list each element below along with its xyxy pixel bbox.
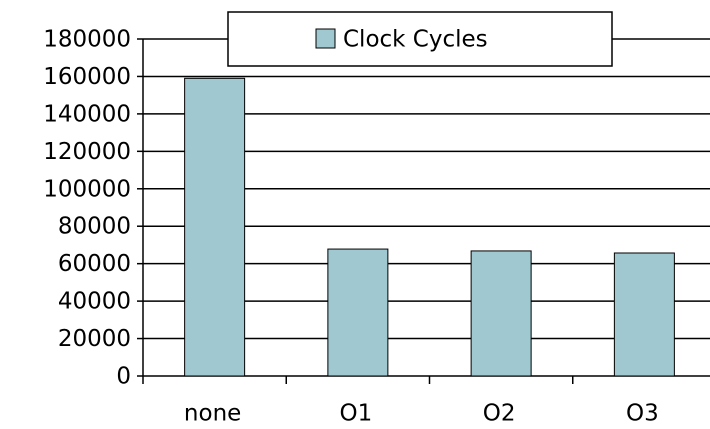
bar [327,248,389,377]
legend-label: Clock Cycles [343,27,488,53]
y-tick-label: 80000 [58,214,131,240]
legend-box [227,11,613,67]
y-tick-label: 0 [116,364,131,390]
y-tick-label: 180000 [43,27,131,53]
y-tick-label: 20000 [58,326,131,352]
legend-swatch [315,28,336,49]
x-tick-label: O1 [340,401,373,427]
x-tick-label: O2 [483,401,516,427]
y-tick-label: 120000 [43,139,131,165]
y-tick-label: 140000 [43,101,131,127]
y-tick-label: 40000 [58,289,131,315]
y-tick-label: 60000 [58,251,131,277]
x-tick-label: O3 [626,401,659,427]
bar [613,252,675,377]
y-tick-label: 160000 [43,64,131,90]
y-tick-label: 100000 [43,176,131,202]
x-tick-label: none [184,401,241,427]
bar [470,250,532,377]
bar [184,77,246,377]
